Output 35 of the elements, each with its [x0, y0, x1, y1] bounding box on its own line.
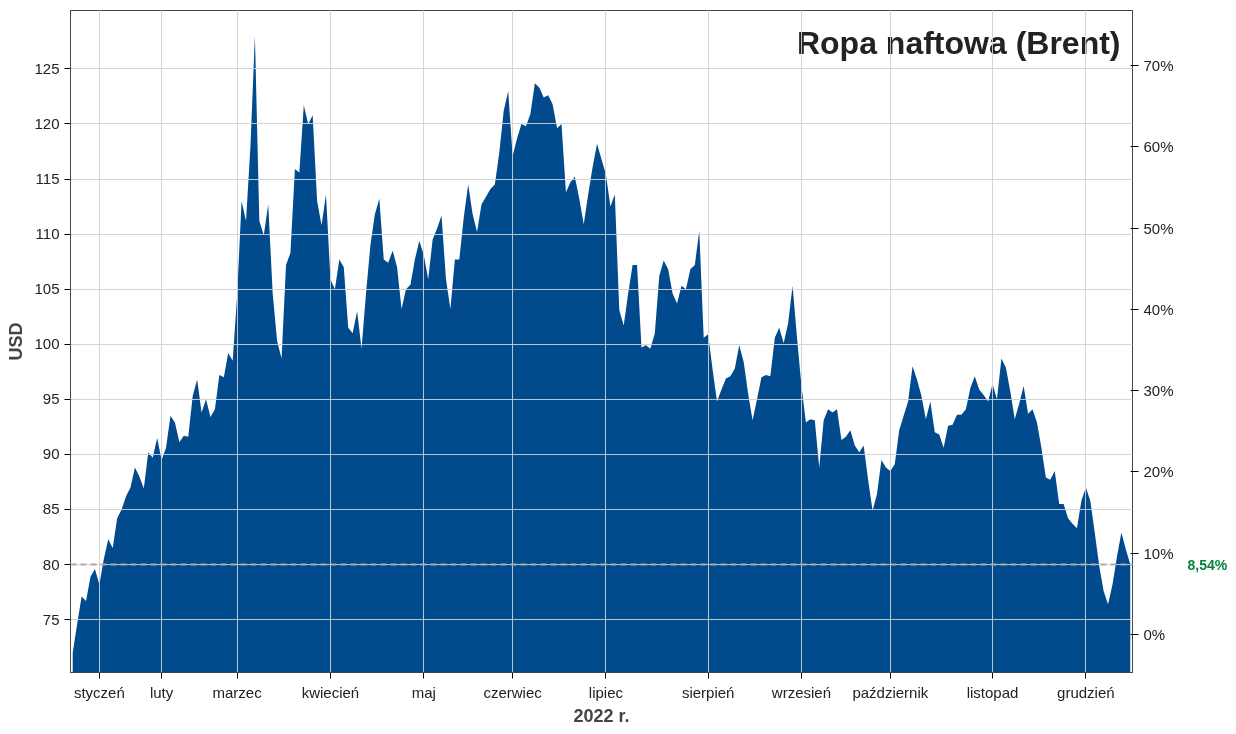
y-tick-label: 80 — [42, 555, 60, 573]
x-axis-title: 2022 r. — [573, 705, 630, 726]
x-tick-label: marzec — [212, 683, 263, 701]
y2-tick-label: 10% — [1143, 544, 1174, 562]
text: 8,54% — [1187, 556, 1228, 573]
x-tick-label: lipiec — [588, 683, 624, 701]
x-tick-label: listopad — [966, 683, 1019, 701]
y-tick-label: 120 — [34, 114, 60, 132]
x-tick-label: wrzesień — [770, 683, 832, 701]
y-tick-label: 125 — [34, 59, 60, 77]
y-tick-label: 95 — [42, 390, 60, 408]
x-tick-label: luty — [149, 683, 174, 701]
x-tick-label: maj — [411, 683, 436, 701]
x-tick-label: kwiecień — [301, 683, 360, 701]
y-tick-label: 110 — [35, 225, 60, 243]
chart-title: Ropa naftowa (Brent) — [796, 24, 1121, 61]
y-tick-label: 115 — [35, 170, 60, 188]
y2-tick-label: 20% — [1143, 463, 1174, 481]
y-tick-label: 100 — [34, 335, 60, 353]
y2-tick-label: 50% — [1143, 219, 1174, 237]
x-tick-label: październik — [852, 683, 929, 701]
y2-tick-label: 40% — [1143, 300, 1174, 318]
y-tick-label: 85 — [42, 500, 60, 518]
y-tick-label: 105 — [34, 280, 60, 298]
x-tick-label: grudzień — [1057, 683, 1115, 701]
y-tick-label: 75 — [42, 610, 60, 628]
x-tick-label: czerwiec — [483, 683, 543, 701]
y2-tick-label: 70% — [1143, 57, 1174, 75]
y2-tick-label: 0% — [1143, 625, 1166, 643]
y-axis-title: USD — [6, 322, 27, 361]
y-tick-label: 90 — [42, 445, 60, 463]
x-tick-label: sierpień — [681, 683, 735, 701]
y2-tick-label: 30% — [1143, 382, 1174, 400]
y2-tick-label: 60% — [1143, 138, 1174, 156]
x-tick-label: styczeń — [73, 683, 125, 701]
